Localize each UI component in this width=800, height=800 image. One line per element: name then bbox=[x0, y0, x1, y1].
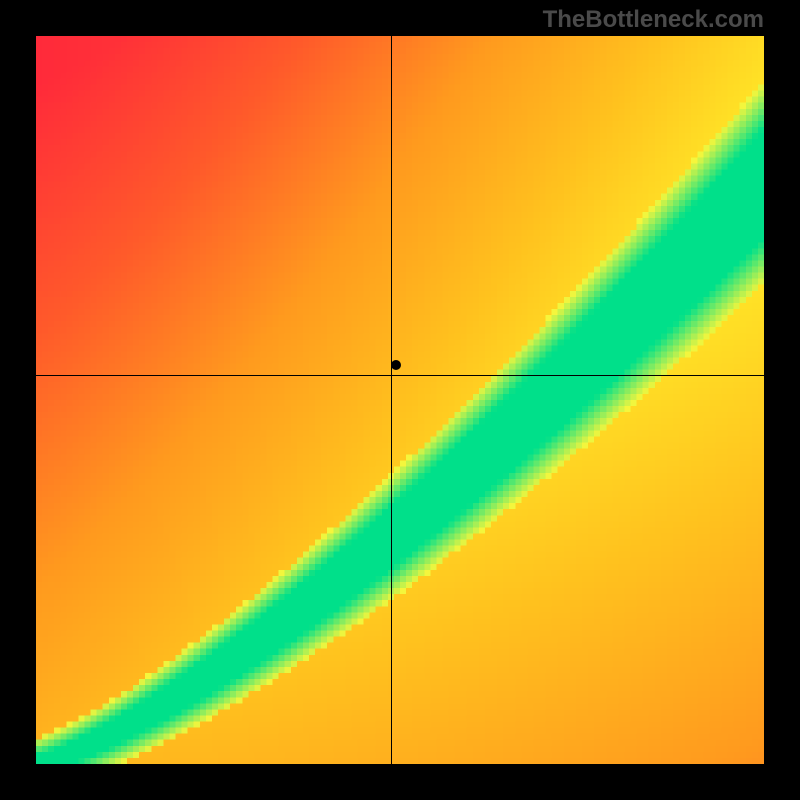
heatmap-canvas bbox=[36, 36, 764, 764]
crosshair-horizontal bbox=[36, 375, 764, 376]
heatmap-plot bbox=[36, 36, 764, 764]
crosshair-vertical bbox=[391, 36, 392, 764]
bottleneck-marker bbox=[391, 360, 401, 370]
watermark: TheBottleneck.com bbox=[543, 6, 764, 34]
chart-frame: TheBottleneck.com bbox=[0, 0, 800, 800]
